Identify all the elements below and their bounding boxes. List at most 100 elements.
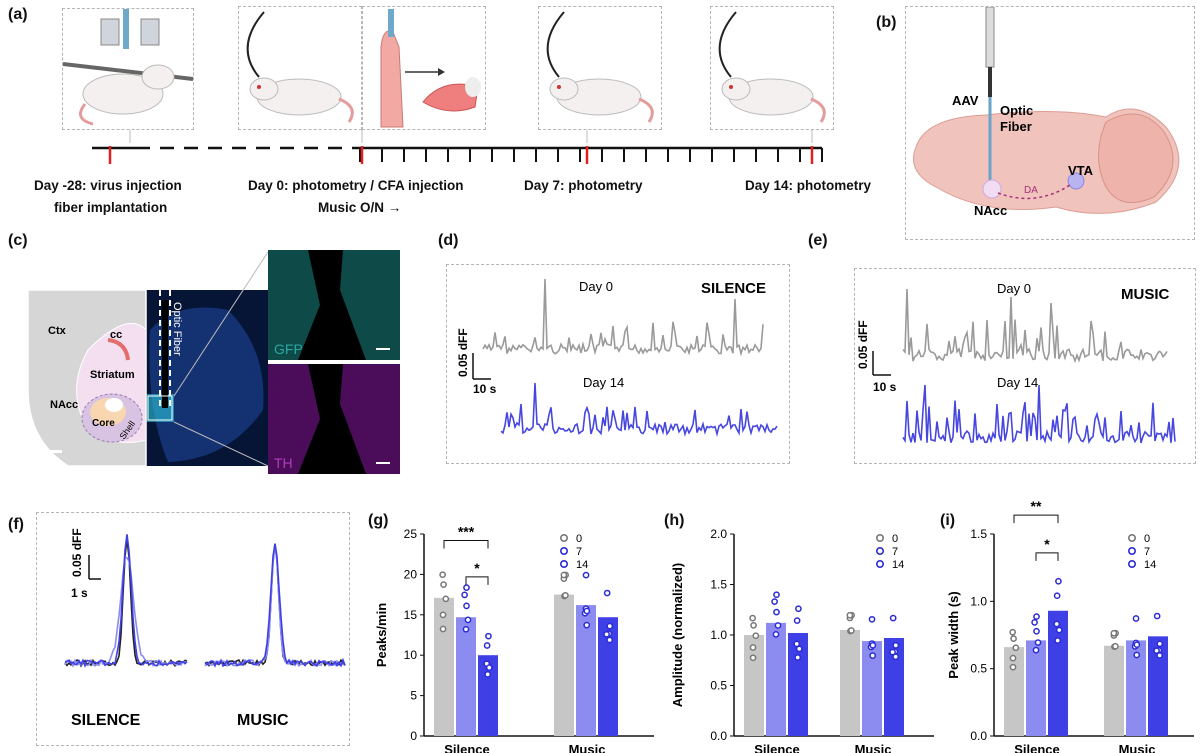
subject-point <box>442 595 450 603</box>
music-scale-x: 10 s <box>873 380 897 394</box>
subject-point <box>1032 646 1040 654</box>
label-nacc-histology: NAcc <box>50 399 78 411</box>
silence-scale-y: 0.05 dFF <box>456 328 470 377</box>
legend-marker <box>1128 533 1137 542</box>
y-tick-label: 5 <box>410 689 417 703</box>
subject-point <box>464 616 472 624</box>
legend-marker <box>560 546 569 555</box>
avg-trace-line <box>204 543 346 668</box>
subject-point <box>793 617 801 624</box>
legend-marker <box>876 560 885 569</box>
subject-point <box>562 591 569 599</box>
subject-point <box>1053 592 1061 600</box>
bar-music-day14 <box>1148 636 1168 736</box>
average-trace-panel: 0.05 dFF 1 s SILENCE MUSIC <box>36 512 350 746</box>
legend-label: 14 <box>1144 559 1156 571</box>
subject-point <box>1153 612 1161 620</box>
subject-point <box>749 614 756 622</box>
legend-marker <box>1128 546 1137 555</box>
subject-point <box>1156 652 1164 659</box>
subject-point <box>1009 628 1016 636</box>
subject-point <box>1055 626 1063 634</box>
panel-label-e: (e) <box>808 232 828 249</box>
subject-point <box>583 621 591 629</box>
label-ctx: Ctx <box>48 325 67 337</box>
significance-bracket <box>1035 552 1059 561</box>
y-tick-label: 1.5 <box>970 527 987 541</box>
panel-label-d: (d) <box>438 232 459 249</box>
silence-scale-x: 10 s <box>473 382 497 396</box>
subject-point <box>749 644 757 651</box>
music-day0-trace <box>902 288 1168 364</box>
subject-point <box>603 630 610 638</box>
y-tick-label: 20 <box>404 567 418 581</box>
subject-point <box>848 627 855 634</box>
panel-label-b: (b) <box>876 14 897 31</box>
subject-point <box>749 654 757 662</box>
subject-point <box>485 664 493 671</box>
x-category-label: Music <box>569 742 606 753</box>
y-tick-label: 1.0 <box>970 594 987 608</box>
subject-point <box>868 615 876 623</box>
subject-point <box>1012 644 1020 652</box>
subject-point <box>603 589 611 597</box>
legend-label: 0 <box>576 533 582 545</box>
y-axis-label: Amplitude (normalized) <box>670 563 685 707</box>
panel-label-a: (a) <box>8 6 28 23</box>
subject-point <box>462 625 470 633</box>
bar-music-day7 <box>862 641 882 736</box>
y-tick-label: 0.0 <box>970 729 987 743</box>
bar-silence-day0 <box>1004 647 1024 736</box>
subject-point <box>892 653 900 661</box>
rat-injection-illustration <box>62 8 194 130</box>
silence-trace-panel: Day 0 SILENCE Day 14 0.05 dFF 10 s <box>446 264 790 464</box>
legend-marker <box>560 560 569 569</box>
subject-point <box>794 654 802 661</box>
legend-label: 0 <box>1144 533 1150 545</box>
timeline-label-day7: Day 7: photometry <box>524 178 643 193</box>
zoom-lines <box>173 251 269 467</box>
subject-point <box>1133 641 1141 649</box>
bar-music-day7 <box>1126 640 1146 736</box>
avg-trace-line <box>65 534 188 668</box>
timeline-label-day14: Day 14: photometry <box>745 178 872 193</box>
y-tick-label: 25 <box>404 527 418 541</box>
histology-overlay: Ctx cc Striatum NAcc Core Shell Optic Fi… <box>28 290 268 466</box>
silence-day0-label: Day 0 <box>579 279 613 294</box>
legend-marker <box>876 533 885 542</box>
silence-day14-label: Day 14 <box>583 375 624 390</box>
subject-point <box>1009 663 1017 671</box>
significance-label: ** <box>1031 498 1042 514</box>
subject-point <box>774 622 782 629</box>
gfp-image: GFP <box>268 250 400 360</box>
legend-marker <box>876 546 885 555</box>
avg-trace-line <box>204 543 346 667</box>
subject-point <box>1010 635 1017 642</box>
subject-point <box>440 581 447 589</box>
bar-silence-day14 <box>788 632 808 736</box>
music-day14-trace <box>902 384 1176 445</box>
peak-width-chart: 0.0 0.5 1.0 1.5 Peak width (s) Silence Music 07… <box>946 498 1194 753</box>
bar-music-day0 <box>840 629 860 736</box>
x-category-label: Silence <box>1014 742 1060 753</box>
subject-point <box>582 571 590 579</box>
label-core: Core <box>92 418 115 429</box>
subject-point <box>752 632 760 640</box>
label-gfp: GFP <box>274 341 303 357</box>
panel-label-c: (c) <box>8 232 28 249</box>
bar-music-day14 <box>598 617 618 736</box>
music-trace-panel: Day 0 MUSIC Day 14 0.05 dFF 10 s <box>854 268 1196 464</box>
x-category-label: Silence <box>444 742 490 753</box>
cfa-injection-paw-illustration <box>362 6 486 130</box>
legend-marker <box>1128 560 1137 569</box>
subject-point <box>1112 642 1119 650</box>
legend-label: 0 <box>892 533 898 545</box>
timeline-axis <box>92 130 823 164</box>
y-tick-label: 10 <box>404 648 418 662</box>
bar-music-day7 <box>576 605 596 736</box>
timeline-label-day0: Day 0: photometry / CFA injection <box>248 178 464 193</box>
legend-marker <box>560 533 569 542</box>
th-image: TH <box>268 364 400 474</box>
silence-day0-trace <box>482 278 764 357</box>
